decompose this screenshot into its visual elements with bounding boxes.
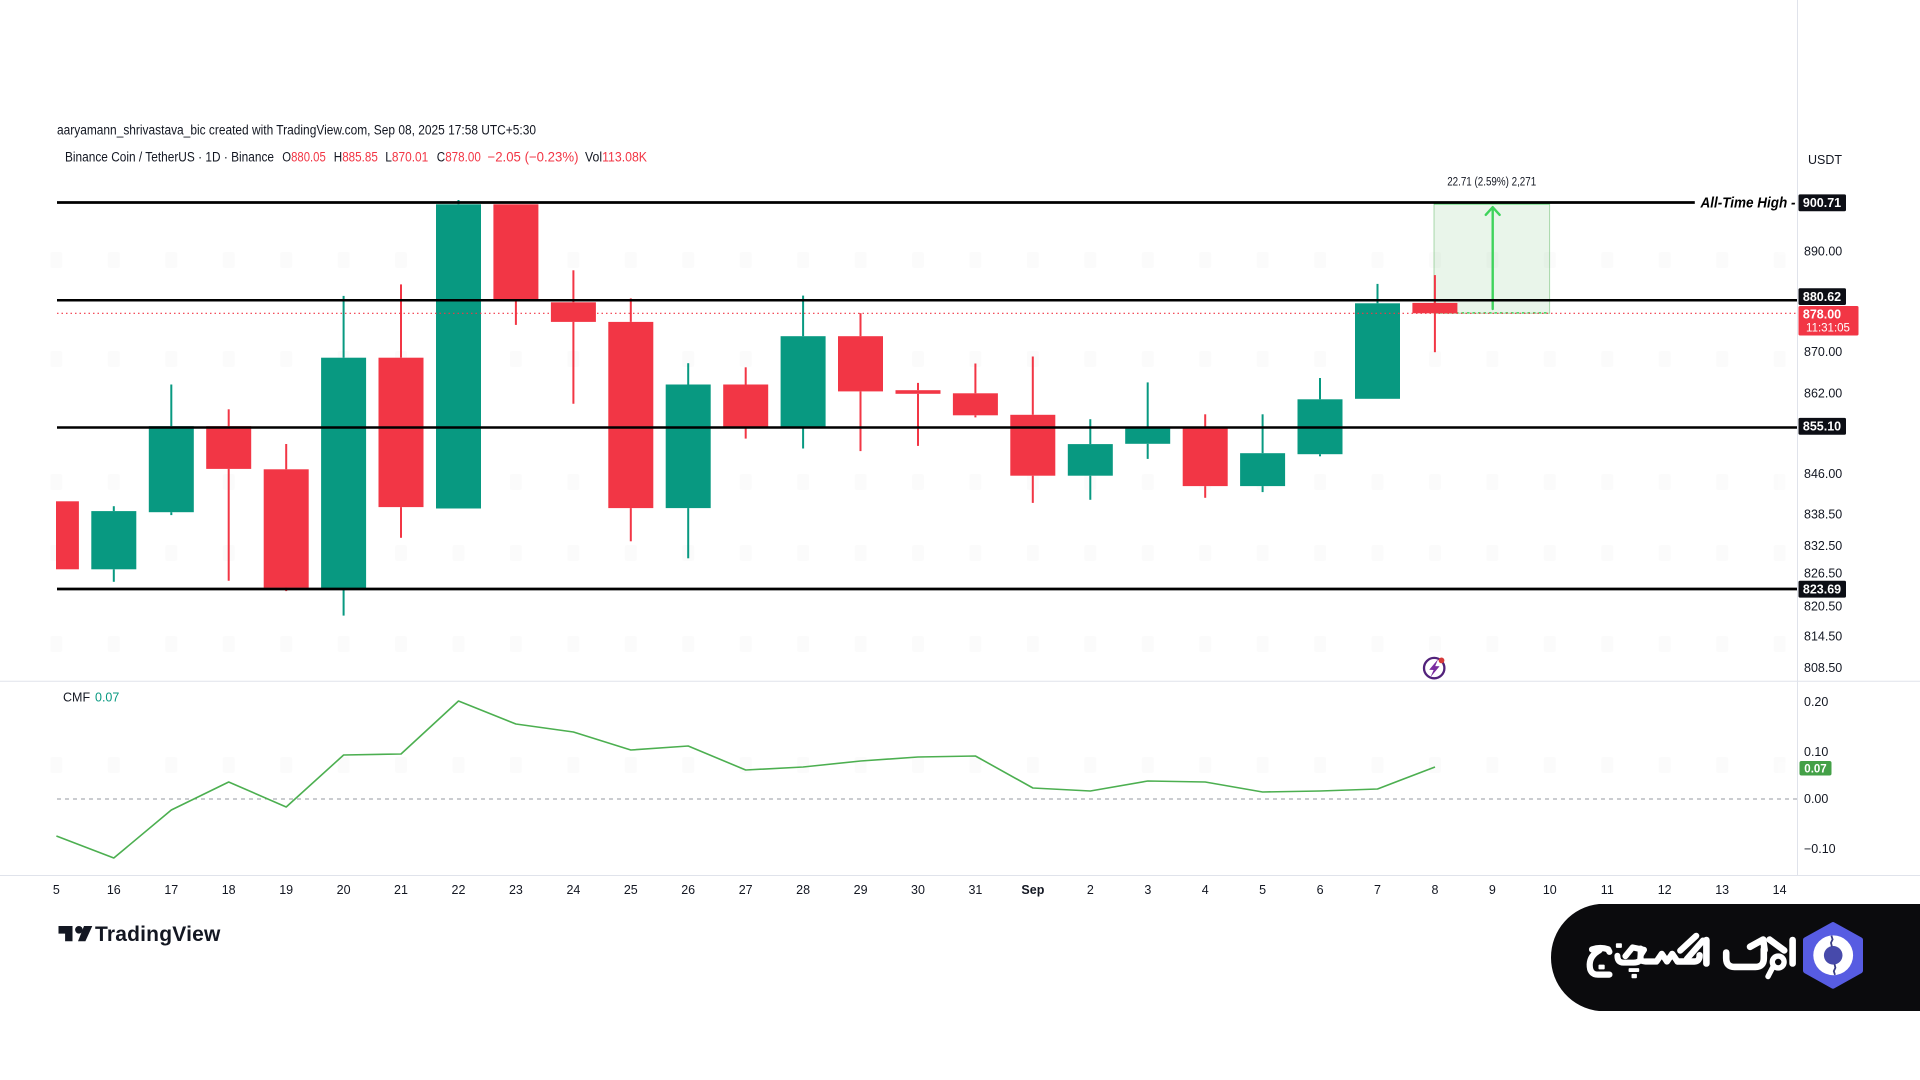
- svg-text:CMF: CMF: [63, 691, 90, 705]
- svg-text:TradingView: TradingView: [95, 923, 221, 946]
- svg-text:14: 14: [1773, 883, 1787, 897]
- svg-text:18: 18: [222, 883, 236, 897]
- svg-text:Binance Coin / TetherUS · 1D ·: Binance Coin / TetherUS · 1D · Binance: [65, 150, 274, 165]
- svg-text:13: 13: [1715, 883, 1729, 897]
- svg-text:814.50: 814.50: [1804, 630, 1842, 644]
- svg-text:5: 5: [1259, 883, 1266, 897]
- svg-text:823.69: 823.69: [1803, 583, 1841, 597]
- svg-text:5: 5: [53, 883, 60, 897]
- svg-text:6: 6: [1317, 883, 1324, 897]
- svg-text:19: 19: [279, 883, 293, 897]
- svg-text:862.00: 862.00: [1804, 386, 1842, 400]
- svg-text:Sep: Sep: [1021, 883, 1044, 897]
- svg-text:27: 27: [739, 883, 753, 897]
- svg-text:0.07: 0.07: [1804, 763, 1826, 775]
- svg-text:−2.05 (−0.23%): −2.05 (−0.23%): [488, 150, 579, 165]
- svg-text:0.10: 0.10: [1804, 745, 1828, 759]
- svg-text:838.50: 838.50: [1804, 508, 1842, 522]
- svg-text:All-Time High -: All-Time High -: [1700, 195, 1796, 212]
- svg-text:16: 16: [107, 883, 121, 897]
- svg-text:3: 3: [1144, 883, 1151, 897]
- svg-text:25: 25: [624, 883, 638, 897]
- svg-text:L870.01: L870.01: [385, 150, 428, 165]
- svg-text:24: 24: [566, 883, 580, 897]
- svg-text:O880.05: O880.05: [282, 150, 326, 165]
- svg-text:12: 12: [1658, 883, 1672, 897]
- svg-text:0.20: 0.20: [1804, 695, 1828, 709]
- svg-text:17: 17: [164, 883, 178, 897]
- svg-text:878.00: 878.00: [1803, 308, 1841, 322]
- svg-text:aaryamann_shrivastava_bic crea: aaryamann_shrivastava_bic created with T…: [57, 123, 536, 138]
- svg-text:826.50: 826.50: [1804, 567, 1842, 581]
- svg-text:855.10: 855.10: [1803, 420, 1841, 434]
- svg-text:31: 31: [968, 883, 982, 897]
- svg-text:4: 4: [1202, 883, 1209, 897]
- svg-text:11:31:05: 11:31:05: [1806, 323, 1850, 335]
- svg-text:28: 28: [796, 883, 810, 897]
- svg-text:880.62: 880.62: [1803, 290, 1841, 304]
- svg-text:11: 11: [1601, 883, 1614, 897]
- svg-text:8: 8: [1432, 883, 1439, 897]
- svg-text:0.07: 0.07: [95, 691, 119, 705]
- svg-text:26: 26: [681, 883, 695, 897]
- svg-text:820.50: 820.50: [1804, 600, 1842, 614]
- svg-text:C878.00: C878.00: [437, 150, 481, 165]
- svg-text:H885.85: H885.85: [334, 150, 378, 165]
- svg-text:900.71: 900.71: [1803, 196, 1841, 210]
- svg-text:832.50: 832.50: [1804, 539, 1842, 553]
- svg-text:0.00: 0.00: [1804, 792, 1828, 806]
- svg-text:22.71 (2.59%) 2,271: 22.71 (2.59%) 2,271: [1447, 177, 1536, 189]
- svg-text:29: 29: [854, 883, 868, 897]
- svg-text:22: 22: [452, 883, 466, 897]
- svg-text:21: 21: [394, 883, 408, 897]
- svg-text:Vol113.08K: Vol113.08K: [585, 150, 647, 165]
- svg-text:890.00: 890.00: [1804, 245, 1842, 259]
- svg-text:23: 23: [509, 883, 523, 897]
- svg-text:808.50: 808.50: [1804, 661, 1842, 675]
- svg-text:10: 10: [1543, 883, 1557, 897]
- svg-text:USDT: USDT: [1808, 153, 1842, 167]
- svg-text:30: 30: [911, 883, 925, 897]
- svg-text:870.00: 870.00: [1804, 345, 1842, 359]
- svg-text:846.00: 846.00: [1804, 467, 1842, 481]
- svg-text:−0.10: −0.10: [1804, 842, 1836, 856]
- svg-text:2: 2: [1087, 883, 1094, 897]
- svg-text:9: 9: [1489, 883, 1496, 897]
- svg-text:7: 7: [1374, 883, 1381, 897]
- svg-text:20: 20: [337, 883, 351, 897]
